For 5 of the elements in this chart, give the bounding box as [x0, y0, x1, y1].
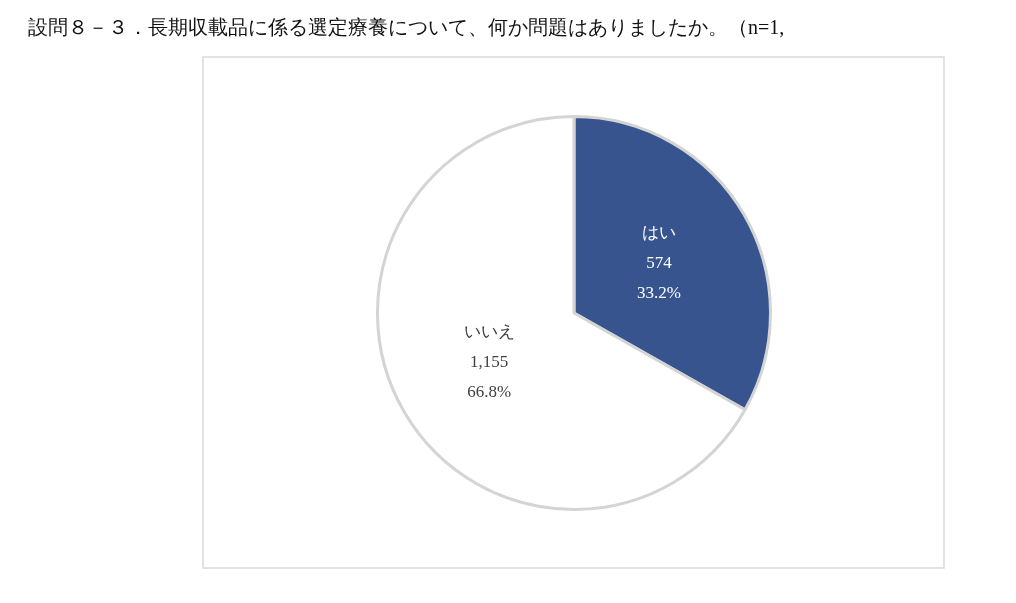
chart-title: 設問８－３．長期収載品に係る選定療養について、何か問題はありましたか。（n=1, [28, 15, 785, 40]
data-label: 574 33.2% [636, 252, 681, 302]
data-label: 1,155 66.8% [467, 351, 512, 401]
slice-label: いいえ [463, 321, 515, 341]
slice-label: はい [641, 222, 676, 242]
